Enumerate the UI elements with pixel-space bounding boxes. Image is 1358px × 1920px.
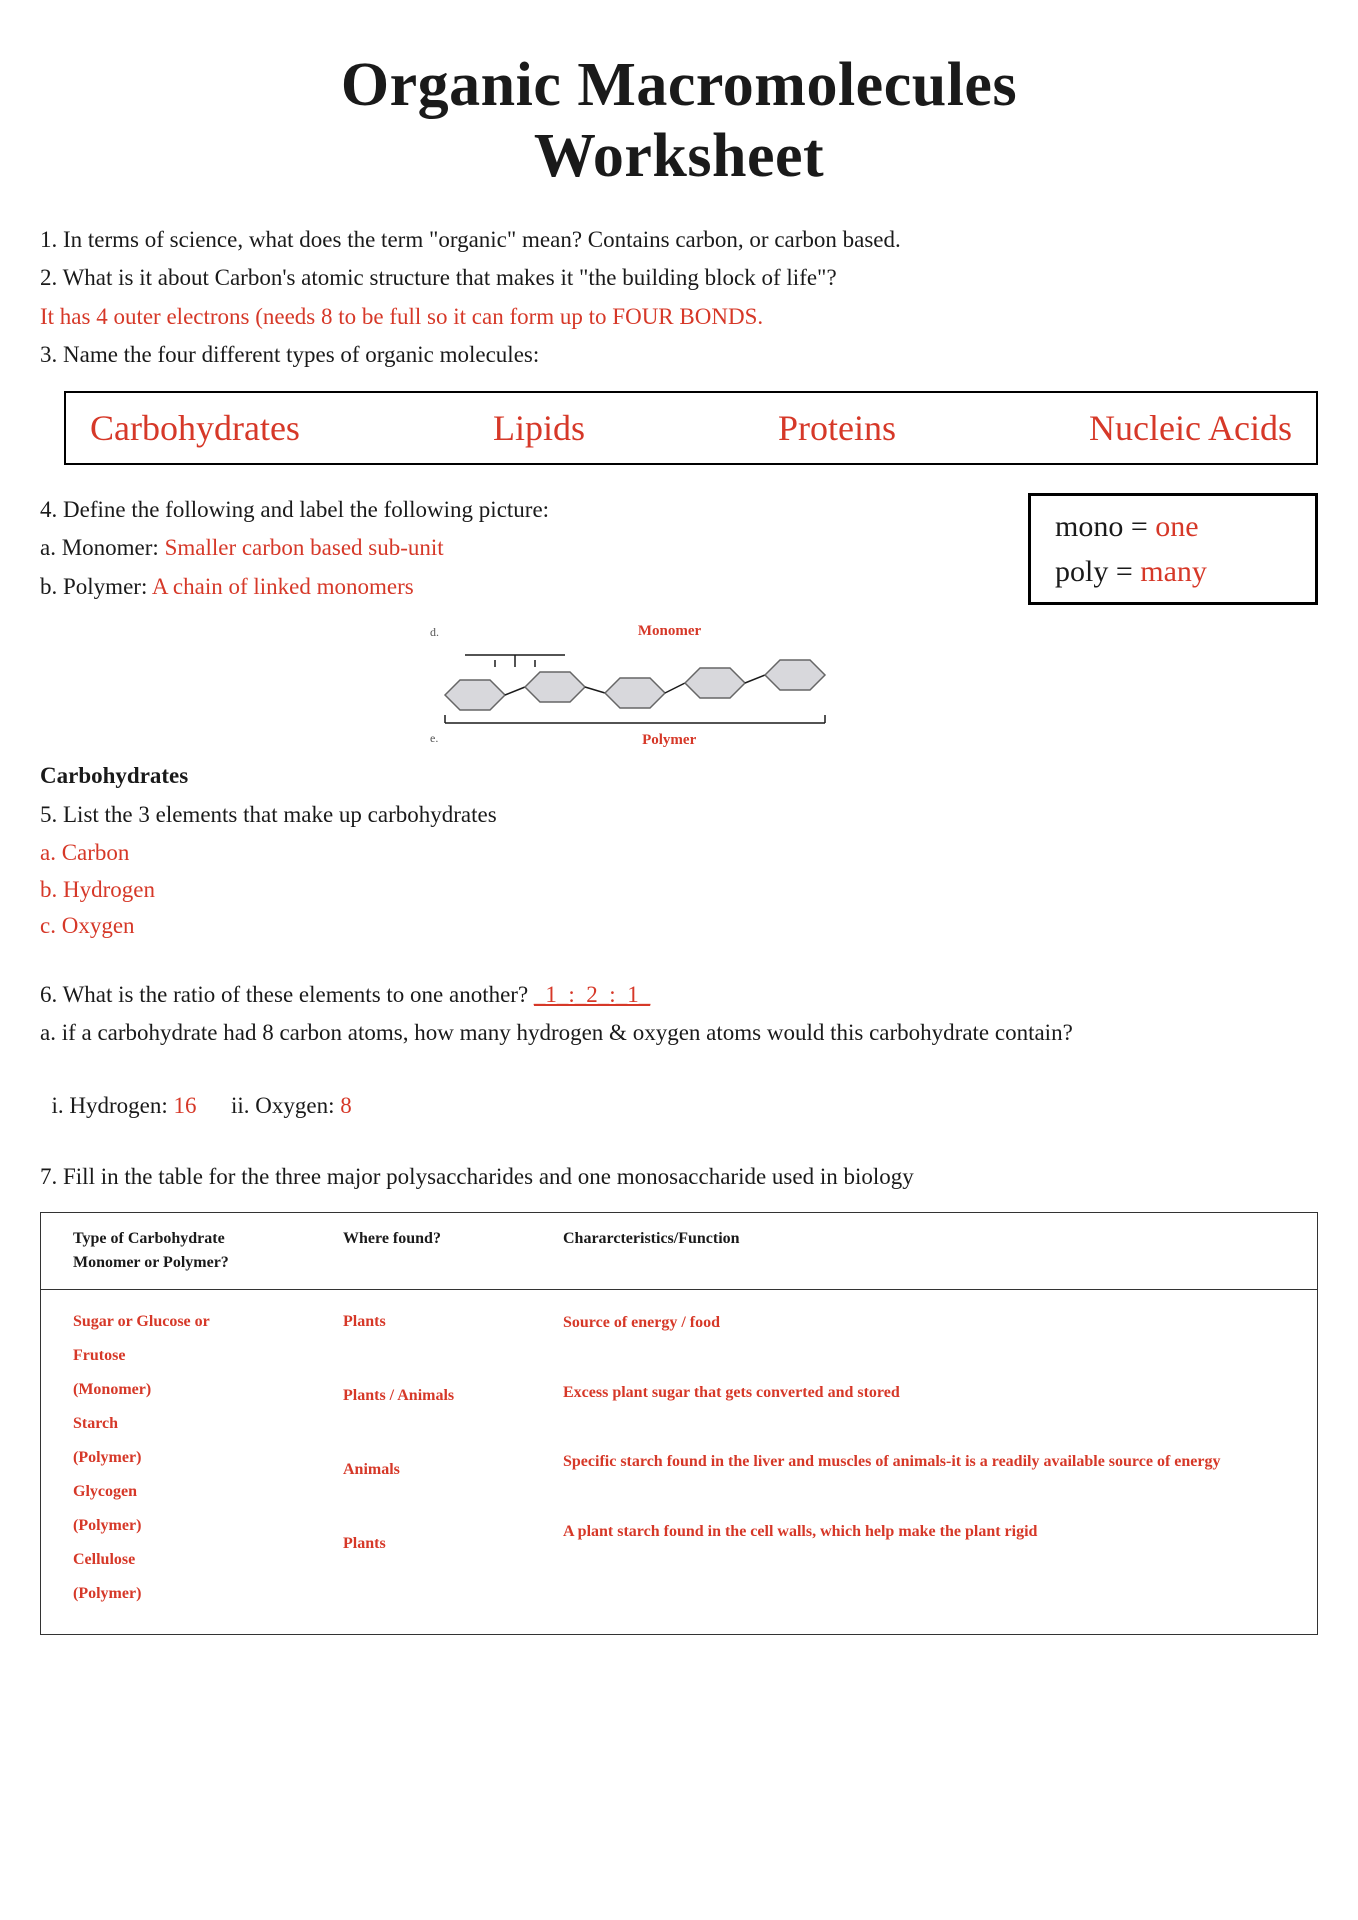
question-3: 3. Name the four different types of orga…: [40, 338, 1318, 373]
table-row: A plant starch found in the cell walls, …: [563, 1519, 1297, 1545]
worksheet-title: Organic Macromolecules Worksheet: [40, 50, 1318, 193]
table-row: (Polymer): [73, 1582, 343, 1606]
title-line-2: Worksheet: [40, 121, 1318, 192]
table-row: Frutose: [73, 1344, 343, 1368]
header-where: Where found?: [343, 1227, 563, 1275]
element-hydrogen: b. Hydrogen: [40, 873, 1318, 908]
molecules-box: Carbohydrates Lipids Proteins Nucleic Ac…: [64, 391, 1318, 465]
question-2-answer: It has 4 outer electrons (needs 8 to be …: [40, 300, 1318, 335]
table-row: Plants / Animals: [343, 1384, 563, 1408]
table-header-row: Type of Carbohydrate Monomer or Polymer?…: [41, 1213, 1317, 1290]
question-5: 5. List the 3 elements that make up carb…: [40, 798, 1318, 833]
table-row: Glycogen: [73, 1480, 343, 1504]
carbohydrates-header: Carbohydrates: [40, 759, 1318, 794]
question-7: 7. Fill in the table for the three major…: [40, 1160, 1318, 1195]
header-type: Type of Carbohydrate Monomer or Polymer?: [73, 1227, 343, 1275]
polymer-diagram: d. Monomer e. Polymer: [430, 620, 900, 751]
table-row: Starch: [73, 1412, 343, 1436]
element-oxygen: c. Oxygen: [40, 909, 1318, 944]
question-6a: a. if a carbohydrate had 8 carbon atoms,…: [40, 1016, 1318, 1051]
table-row: Excess plant sugar that gets converted a…: [563, 1380, 1297, 1406]
header-characteristics: Chararcteristics/Function: [563, 1227, 1297, 1275]
table-row: (Polymer): [73, 1446, 343, 1470]
table-body: Sugar or Glucose or Frutose (Monomer) St…: [41, 1290, 1317, 1634]
question-2: 2. What is it about Carbon's atomic stru…: [40, 261, 1318, 296]
diagram-d-label: d.: [430, 623, 439, 641]
polymer-label: Polymer: [438, 729, 900, 752]
diagram-e-label: e.: [430, 729, 438, 747]
question-4a: a. Monomer: Smaller carbon based sub-uni…: [40, 531, 1008, 566]
monomer-label: Monomer: [439, 620, 900, 643]
table-row: Sugar or Glucose or: [73, 1310, 343, 1334]
question-4b: b. Polymer: A chain of linked monomers: [40, 570, 1008, 605]
table-row: Plants: [343, 1310, 563, 1334]
mono-line: mono = one: [1055, 504, 1291, 549]
table-row: Cellulose: [73, 1548, 343, 1572]
table-row: (Monomer): [73, 1378, 343, 1402]
molecule-nucleic-acids: Nucleic Acids: [1089, 401, 1292, 455]
table-row: Plants: [343, 1532, 563, 1556]
hexagon-chain-icon: [430, 645, 870, 725]
mono-poly-box: mono = one poly = many: [1028, 493, 1318, 605]
table-col-function: Source of energy / food Excess plant sug…: [563, 1300, 1297, 1616]
molecule-carbohydrates: Carbohydrates: [90, 401, 300, 455]
title-line-1: Organic Macromolecules: [40, 50, 1318, 121]
table-row: Specific starch found in the liver and m…: [563, 1449, 1297, 1475]
question-4: 4. Define the following and label the fo…: [40, 493, 1008, 528]
molecule-proteins: Proteins: [778, 401, 896, 455]
table-row: Source of energy / food: [563, 1310, 1297, 1336]
table-col-type: Sugar or Glucose or Frutose (Monomer) St…: [73, 1300, 343, 1616]
poly-line: poly = many: [1055, 549, 1291, 594]
question-6: 6. What is the ratio of these elements t…: [40, 978, 1318, 1013]
elements-list: a. Carbon b. Hydrogen c. Oxygen: [40, 836, 1318, 944]
table-col-where: Plants Plants / Animals Animals Plants: [343, 1300, 563, 1616]
question-4-section: 4. Define the following and label the fo…: [40, 489, 1318, 609]
table-row: (Polymer): [73, 1514, 343, 1538]
question-1: 1. In terms of science, what does the te…: [40, 223, 1318, 258]
molecule-lipids: Lipids: [493, 401, 585, 455]
ratio-answer: _1_:_2_:_1_: [534, 982, 650, 1007]
element-carbon: a. Carbon: [40, 836, 1318, 871]
table-row: Animals: [343, 1458, 563, 1482]
polysaccharide-table: Type of Carbohydrate Monomer or Polymer?…: [40, 1212, 1318, 1635]
question-6-answers: i. Hydrogen: 16 ii. Oxygen: 8: [40, 1055, 1318, 1124]
